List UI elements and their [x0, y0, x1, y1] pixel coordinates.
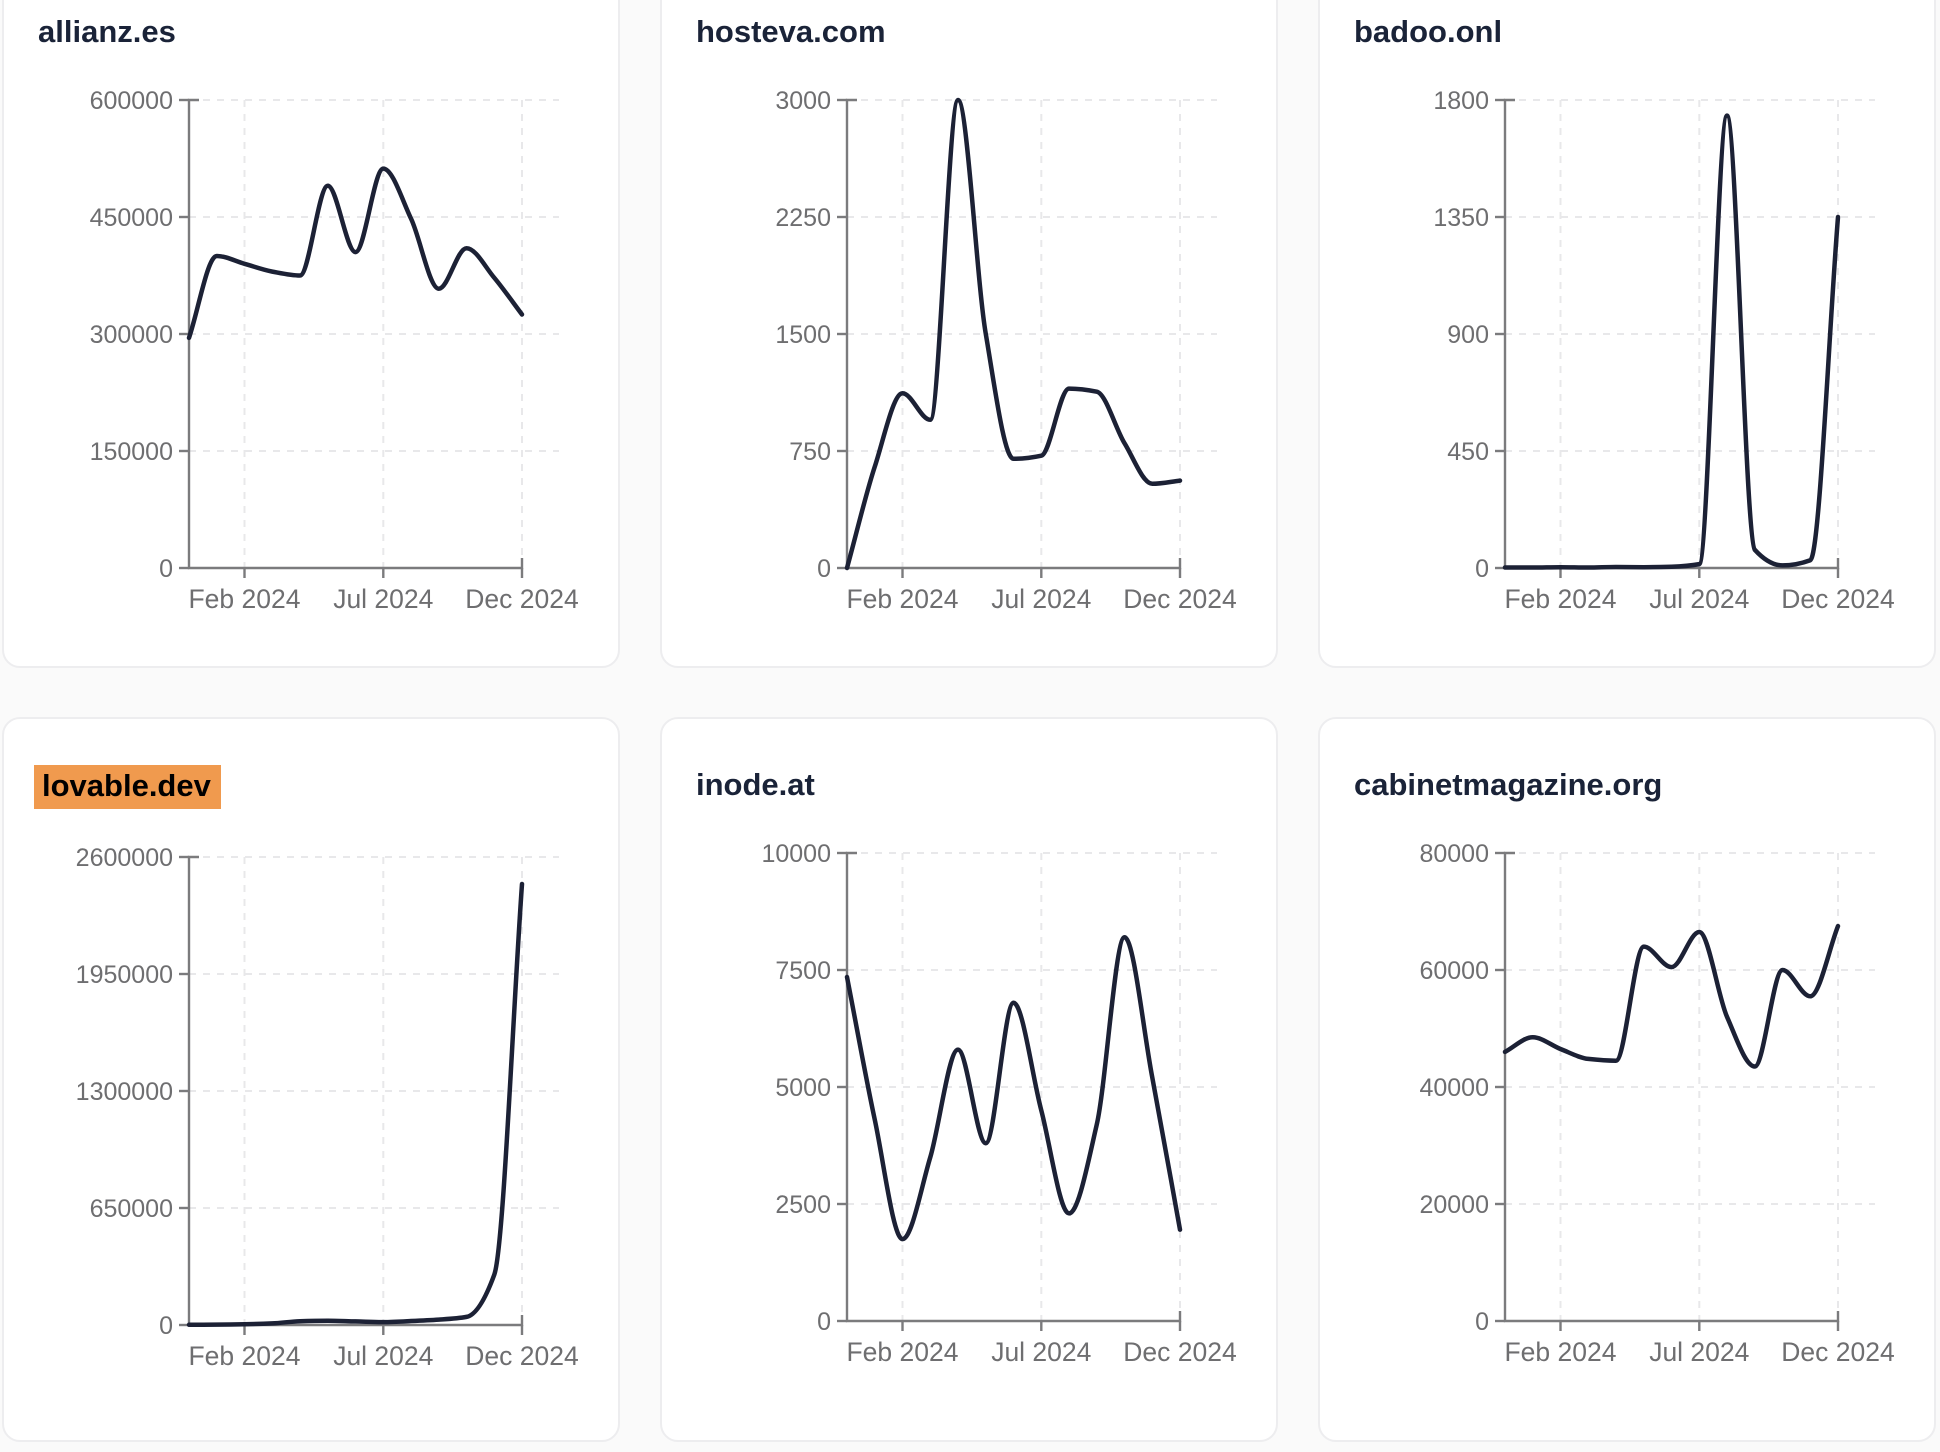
- domain-chart-card-4: lovable.dev 0 650000 1300000 1950000 2600000…: [2, 717, 620, 1442]
- y-tick-label: 0: [1475, 555, 1489, 583]
- card-title: cabinetmagazine.org: [1354, 767, 1663, 802]
- y-tick-label: 450: [1447, 438, 1489, 466]
- series-line: [844, 97, 1183, 571]
- line-chart: 0 650000 1300000 1950000 2600000 Feb 2024 Jul …: [76, 844, 579, 1371]
- chart-area: 0 450 900 1350 1800 Feb 2024 Jul 2024 Dec 2024: [1375, 76, 1934, 629]
- x-tick-label: Feb 2024: [847, 584, 959, 614]
- domain-chart-card-1: allianz.es 0 150000 300000 450000 600000 Feb …: [2, 0, 620, 668]
- y-tick-label: 60000: [1419, 957, 1489, 985]
- y-tick-label: 0: [817, 1308, 831, 1336]
- y-tick-label: 80000: [1419, 840, 1489, 868]
- y-tick-label: 600000: [90, 87, 173, 115]
- y-tick-label: 3000: [775, 87, 831, 115]
- y-tick-label: 1950000: [76, 961, 173, 989]
- series-line: [844, 934, 1183, 1242]
- y-tick-label: 0: [159, 555, 173, 583]
- x-tick-label: Feb 2024: [847, 1337, 959, 1367]
- chart-area: 0 2500 5000 7500 10000 Feb 2024 Jul 2024 Dec 20…: [717, 829, 1276, 1382]
- chart-area: 0 750 1500 2250 3000 Feb 2024 Jul 2024 Dec 2024: [717, 76, 1276, 629]
- y-tick-label: 650000: [90, 1195, 173, 1223]
- x-tick-label: Jul 2024: [333, 1341, 433, 1371]
- y-tick-label: 450000: [90, 204, 173, 232]
- x-tick-label: Feb 2024: [1505, 1337, 1617, 1367]
- x-tick-label: Jul 2024: [333, 584, 433, 614]
- x-tick-label: Dec 2024: [1123, 1337, 1236, 1367]
- y-tick-label: 10000: [761, 840, 831, 868]
- y-tick-label: 0: [1475, 1308, 1489, 1336]
- x-tick-label: Dec 2024: [1781, 1337, 1894, 1367]
- y-tick-label: 20000: [1419, 1191, 1489, 1219]
- chart-area: 0 650000 1300000 1950000 2600000 Feb 2024 Jul …: [59, 833, 618, 1386]
- card-title-highlighted: lovable.dev: [34, 765, 221, 809]
- y-tick-label: 1500: [775, 321, 831, 349]
- card-title: allianz.es: [38, 14, 176, 49]
- line-chart: 0 150000 300000 450000 600000 Feb 2024 Jul 202…: [90, 87, 579, 614]
- x-tick-label: Dec 2024: [465, 584, 578, 614]
- y-tick-label: 1350: [1433, 204, 1489, 232]
- card-title: hosteva.com: [696, 14, 886, 49]
- series-line: [186, 166, 525, 341]
- x-tick-label: Feb 2024: [1505, 584, 1617, 614]
- x-tick-label: Jul 2024: [1649, 584, 1749, 614]
- y-tick-label: 0: [159, 1312, 173, 1340]
- x-tick-label: Dec 2024: [1781, 584, 1894, 614]
- y-tick-label: 40000: [1419, 1074, 1489, 1102]
- card-title: badoo.onl: [1354, 14, 1503, 49]
- domain-chart-card-5: inode.at 0 2500 5000 7500 10000 Feb 2024 Jul 2…: [660, 717, 1278, 1442]
- y-tick-label: 1300000: [76, 1078, 173, 1106]
- domain-chart-card-2: hosteva.com 0 750 1500 2250 3000 Feb 2024 Jul …: [660, 0, 1278, 668]
- domain-chart-card-3: badoo.onl 0 450 900 1350 1800 Feb 2024 Jul 202…: [1318, 0, 1936, 668]
- chart-area: 0 20000 40000 60000 80000 Feb 2024 Jul 2024 Dec…: [1375, 829, 1934, 1382]
- y-tick-label: 0: [817, 555, 831, 583]
- line-chart: 0 750 1500 2250 3000 Feb 2024 Jul 2024 Dec 2024: [775, 87, 1236, 614]
- x-tick-label: Jul 2024: [991, 1337, 1091, 1367]
- y-tick-label: 5000: [775, 1074, 831, 1102]
- y-tick-label: 1800: [1433, 87, 1489, 115]
- line-chart: 0 450 900 1350 1800 Feb 2024 Jul 2024 Dec 2024: [1433, 87, 1894, 614]
- y-tick-label: 900: [1447, 321, 1489, 349]
- x-tick-label: Feb 2024: [189, 1341, 301, 1371]
- x-tick-label: Dec 2024: [1123, 584, 1236, 614]
- y-tick-label: 150000: [90, 438, 173, 466]
- x-tick-label: Feb 2024: [189, 584, 301, 614]
- line-chart: 0 2500 5000 7500 10000 Feb 2024 Jul 2024 Dec 20…: [761, 840, 1236, 1367]
- card-title: inode.at: [696, 767, 815, 802]
- x-tick-label: Jul 2024: [991, 584, 1091, 614]
- y-tick-label: 2500: [775, 1191, 831, 1219]
- y-tick-label: 750: [789, 438, 831, 466]
- line-chart: 0 20000 40000 60000 80000 Feb 2024 Jul 2024 Dec…: [1419, 840, 1894, 1367]
- chart-area: 0 150000 300000 450000 600000 Feb 2024 Jul 202…: [59, 76, 618, 629]
- series-line: [1502, 113, 1841, 570]
- series-line: [186, 881, 525, 1328]
- y-tick-label: 2250: [775, 204, 831, 232]
- y-tick-label: 2600000: [76, 844, 173, 872]
- series-line: [1502, 923, 1841, 1069]
- y-tick-label: 7500: [775, 957, 831, 985]
- domain-chart-card-6: cabinetmagazine.org 0 20000 40000 60000 8000…: [1318, 717, 1936, 1442]
- y-tick-label: 300000: [90, 321, 173, 349]
- x-tick-label: Jul 2024: [1649, 1337, 1749, 1367]
- x-tick-label: Dec 2024: [465, 1341, 578, 1371]
